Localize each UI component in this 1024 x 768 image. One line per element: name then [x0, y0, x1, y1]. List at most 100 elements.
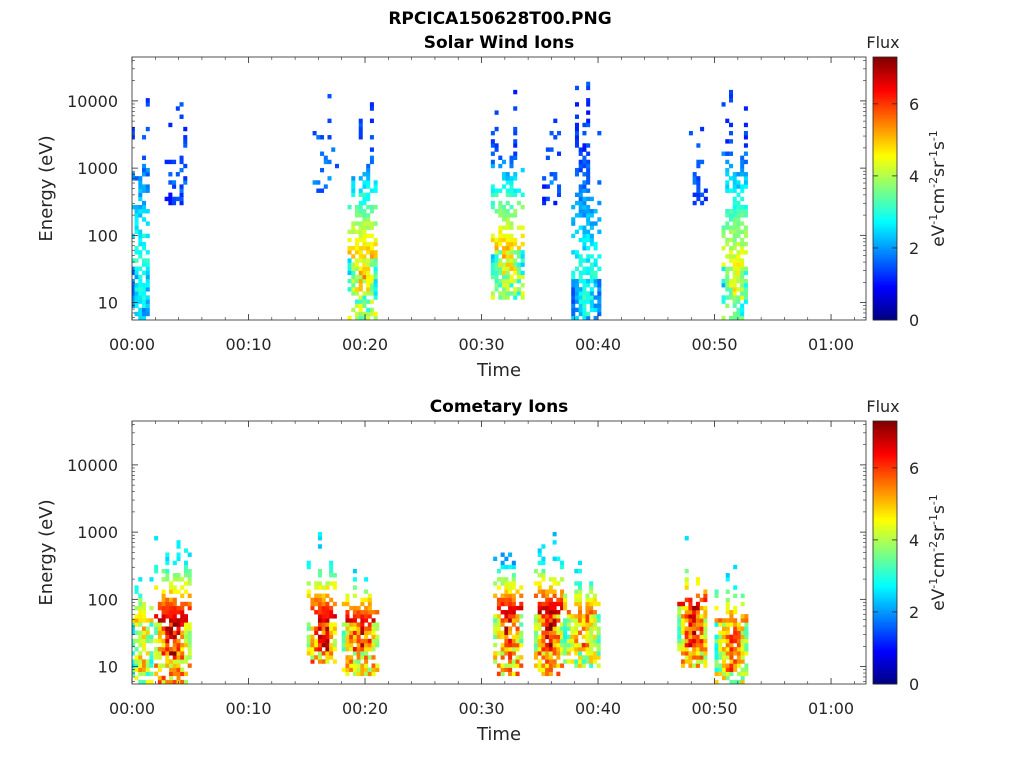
- heatmap-cell: [677, 642, 682, 648]
- heatmap-cell: [508, 581, 513, 586]
- heatmap-cell: [541, 663, 546, 668]
- heatmap-cell: [351, 221, 356, 226]
- heatmap-cell: [729, 679, 734, 684]
- heatmap-cell: [500, 564, 505, 570]
- heatmap-cell: [329, 626, 334, 631]
- heatmap-cell: [138, 204, 143, 210]
- heatmap-cell: [577, 622, 583, 627]
- heatmap-cell: [498, 250, 503, 255]
- heatmap-cell: [725, 577, 730, 582]
- heatmap-cell: [578, 307, 583, 313]
- heatmap-cell: [347, 266, 352, 271]
- heatmap-cell: [362, 184, 367, 189]
- heatmap-cell: [494, 192, 499, 198]
- heatmap-cell: [345, 618, 350, 623]
- heatmap-cell: [498, 233, 503, 239]
- heatmap-cell: [570, 638, 575, 644]
- heatmap-cell: [582, 143, 587, 148]
- heatmap-cell: [505, 172, 510, 177]
- heatmap-cell: [325, 626, 330, 631]
- heatmap-cell: [502, 217, 507, 222]
- colorbar-segment: [873, 313, 897, 317]
- heatmap-cell: [332, 601, 337, 607]
- heatmap-cell: [505, 217, 510, 222]
- colorbar-segment: [873, 116, 897, 119]
- heatmap-cell: [732, 266, 737, 271]
- heatmap-cell: [358, 221, 363, 226]
- heatmap-cell: [138, 229, 143, 234]
- heatmap-cell: [352, 593, 357, 598]
- heatmap-cell: [138, 233, 143, 239]
- heatmap-cell: [515, 614, 520, 619]
- heatmap-cell: [323, 184, 328, 189]
- heatmap-cell: [592, 601, 597, 607]
- heatmap-cell: [366, 307, 371, 313]
- heatmap-cell: [680, 626, 686, 631]
- heatmap-cell: [688, 663, 693, 668]
- heatmap-cell: [369, 118, 374, 124]
- heatmap-cell: [498, 258, 503, 263]
- heatmap-cell: [508, 564, 513, 570]
- heatmap-cell: [508, 671, 513, 677]
- heatmap-cell: [732, 225, 737, 230]
- heatmap-cell: [494, 283, 499, 288]
- heatmap-cell: [169, 622, 174, 627]
- heatmap-cell: [552, 647, 557, 652]
- heatmap-cell: [511, 610, 516, 615]
- heatmap-cell: [373, 262, 378, 267]
- heatmap-cell: [680, 647, 686, 652]
- colorbar-segment: [873, 475, 897, 479]
- heatmap-cell: [586, 167, 591, 173]
- colorbar-segment: [873, 223, 897, 227]
- colorbar-segment: [873, 188, 897, 192]
- heatmap-cell: [692, 663, 697, 668]
- heatmap-cell: [516, 274, 521, 280]
- heatmap-cell: [172, 634, 177, 640]
- heatmap-cell: [352, 626, 357, 631]
- heatmap-cell: [511, 663, 516, 668]
- heatmap-cell: [508, 610, 513, 615]
- heatmap-cell: [366, 287, 371, 292]
- heatmap-cell: [332, 630, 337, 635]
- heatmap-cell: [172, 184, 177, 189]
- heatmap-cell: [187, 552, 192, 557]
- heatmap-cell: [157, 655, 162, 660]
- heatmap-cell: [145, 630, 150, 635]
- heatmap-cell: [187, 622, 192, 627]
- heatmap-cell: [142, 209, 147, 214]
- colorbar-segment: [873, 269, 897, 273]
- heatmap-cell: [577, 605, 583, 611]
- heatmap-cell: [574, 139, 579, 144]
- y-tick-label: 10000: [67, 456, 118, 475]
- heatmap-cell: [533, 622, 538, 627]
- heatmap-cell: [132, 172, 135, 177]
- heatmap-cell: [732, 180, 737, 185]
- heatmap-cell: [586, 315, 591, 320]
- heatmap-cell: [352, 659, 357, 664]
- heatmap-cell: [597, 130, 602, 136]
- heatmap-cell: [740, 642, 745, 648]
- heatmap-cell: [516, 225, 521, 230]
- colorbar-segment: [873, 429, 897, 433]
- heatmap-cell: [325, 618, 330, 623]
- heatmap-cell: [589, 663, 594, 668]
- heatmap-cell: [187, 581, 192, 586]
- colorbar-segment: [873, 497, 897, 501]
- heatmap-cell: [549, 180, 554, 185]
- heatmap-cell: [560, 622, 565, 627]
- heatmap-cell: [733, 618, 738, 623]
- heatmap-cell: [725, 221, 730, 226]
- heatmap-cell: [560, 601, 565, 607]
- colorbar-segment: [873, 83, 897, 86]
- heatmap-cell: [349, 618, 354, 623]
- heatmap-cell: [367, 642, 372, 648]
- heatmap-cell: [366, 196, 371, 202]
- heatmap-cell: [714, 638, 719, 644]
- heatmap-cell: [321, 610, 326, 615]
- heatmap-cell: [157, 638, 162, 644]
- heatmap-cell: [134, 270, 139, 276]
- heatmap-cell: [168, 196, 173, 202]
- heatmap-cell: [692, 176, 697, 181]
- heatmap-cell: [533, 638, 538, 644]
- x-tick-label: 00:50: [691, 335, 737, 354]
